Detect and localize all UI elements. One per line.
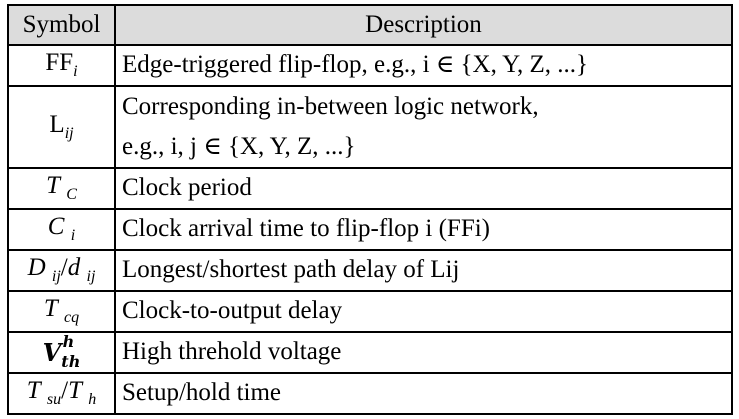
symbol-subscript: ij <box>51 268 61 286</box>
description-line-2: e.g., i, j ∈ {X, Y, Z, ...} <box>122 133 356 160</box>
header-symbol: Symbol <box>7 4 116 46</box>
symbol-main: D <box>27 254 46 282</box>
symbol-cell: T C <box>7 167 116 210</box>
table-row: T C Clock period <box>7 167 733 210</box>
symbol-superscript: h <box>62 332 75 352</box>
symbol-table: Symbol Description FFi Edge-triggered fl… <box>7 4 733 415</box>
table-row: C i Clock arrival time to flip-flop i (F… <box>7 208 733 251</box>
description-line-1: Corresponding in-between logic network, <box>122 93 539 120</box>
table-row: T su/T h Setup/hold time <box>7 372 733 415</box>
symbol-main-2: d <box>67 254 81 282</box>
symbol-subscript: ij <box>64 124 74 142</box>
symbol-cell: D ij/d ij <box>7 249 116 292</box>
symbol-main: T <box>26 377 41 405</box>
table-row: T cq Clock-to-output delay <box>7 290 733 333</box>
symbol-subscript: C <box>66 186 77 204</box>
description-cell: High threhold voltage <box>114 331 733 374</box>
symbol-subscript-2: ij <box>86 268 96 286</box>
description-cell: Clock arrival time to flip-flop i (FFi) <box>114 208 733 251</box>
symbol-cell: T su/T h <box>7 372 116 415</box>
description-cell: Edge-triggered flip-flop, e.g., i ∈ {X, … <box>114 44 733 87</box>
table-row: Lij Corresponding in-between logic netwo… <box>7 85 733 169</box>
symbol-subscript-2: h <box>88 391 97 409</box>
table-row: FFi Edge-triggered flip-flop, e.g., i ∈ … <box>7 44 733 87</box>
symbol-main: FF <box>45 49 74 77</box>
table-header-row: Symbol Description <box>7 4 733 46</box>
symbol-main-2: T <box>68 377 82 405</box>
description-cell: Clock period <box>114 167 733 210</box>
symbol-slash: / <box>60 254 68 282</box>
symbol-cell: FFi <box>7 44 116 87</box>
symbol-main: T <box>43 295 58 323</box>
symbol-subscript: th <box>61 352 81 372</box>
symbol-cell: C i <box>7 208 116 251</box>
symbol-subscript: i <box>70 227 76 245</box>
description-cell: Setup/hold time <box>114 372 733 415</box>
symbol-subscript: i <box>73 63 78 81</box>
symbol-main: L <box>49 110 65 138</box>
description-cell: Corresponding in-between logic network, e… <box>114 85 733 169</box>
description-cell: Longest/shortest path delay of Lij <box>114 249 733 292</box>
symbol-cell: Lij <box>7 85 116 169</box>
description-cell: Clock-to-output delay <box>114 290 733 333</box>
symbol-table-wrapper: Symbol Description FFi Edge-triggered fl… <box>7 4 733 415</box>
symbol-slash: / <box>61 377 69 405</box>
symbol-cell: T cq <box>7 290 116 333</box>
header-description: Description <box>114 4 733 46</box>
table-row: D ij/d ij Longest/shortest path delay of… <box>7 249 733 292</box>
symbol-main: T <box>46 172 60 200</box>
symbol-main: C <box>47 213 65 241</box>
symbol-main: V <box>42 338 62 368</box>
symbol-subscript: su <box>46 391 62 409</box>
symbol-subscript: cq <box>64 309 80 327</box>
